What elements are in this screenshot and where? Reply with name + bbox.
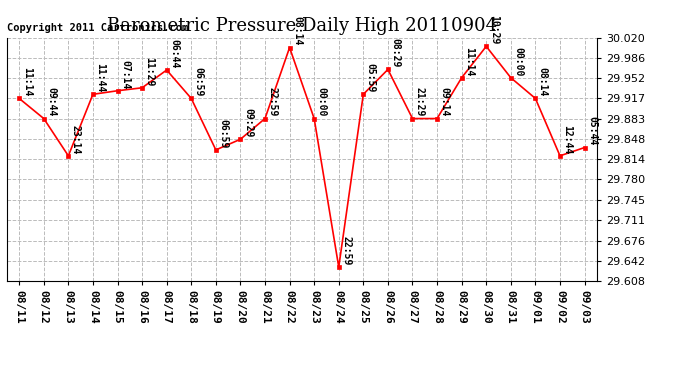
Text: 00:00: 00:00 — [317, 87, 326, 117]
Text: 10:29: 10:29 — [489, 15, 499, 45]
Text: 08:14: 08:14 — [538, 67, 548, 97]
Text: 11:29: 11:29 — [145, 57, 155, 86]
Text: 11:14: 11:14 — [21, 67, 32, 97]
Text: 11:44: 11:44 — [95, 63, 106, 93]
Text: 09:14: 09:14 — [440, 87, 449, 117]
Text: 22:59: 22:59 — [341, 236, 351, 265]
Text: 12:44: 12:44 — [562, 124, 573, 154]
Text: 06:44: 06:44 — [169, 39, 179, 68]
Text: 06:59: 06:59 — [194, 67, 204, 97]
Text: 11:14: 11:14 — [464, 46, 474, 76]
Text: 09:29: 09:29 — [243, 108, 253, 138]
Text: Copyright 2011 Cartronics.com: Copyright 2011 Cartronics.com — [7, 22, 188, 33]
Text: 05:44: 05:44 — [587, 116, 597, 146]
Text: 00:00: 00:00 — [513, 46, 523, 76]
Text: 08:14: 08:14 — [292, 16, 302, 46]
Title: Barometric Pressure Daily High 20110904: Barometric Pressure Daily High 20110904 — [107, 16, 497, 34]
Text: 07:14: 07:14 — [120, 60, 130, 89]
Text: 09:44: 09:44 — [46, 87, 56, 117]
Text: 22:59: 22:59 — [268, 87, 277, 117]
Text: 21:29: 21:29 — [415, 87, 425, 117]
Text: 23:14: 23:14 — [71, 124, 81, 154]
Text: 05:59: 05:59 — [366, 63, 376, 93]
Text: 06:59: 06:59 — [218, 119, 228, 148]
Text: 08:29: 08:29 — [391, 38, 400, 68]
